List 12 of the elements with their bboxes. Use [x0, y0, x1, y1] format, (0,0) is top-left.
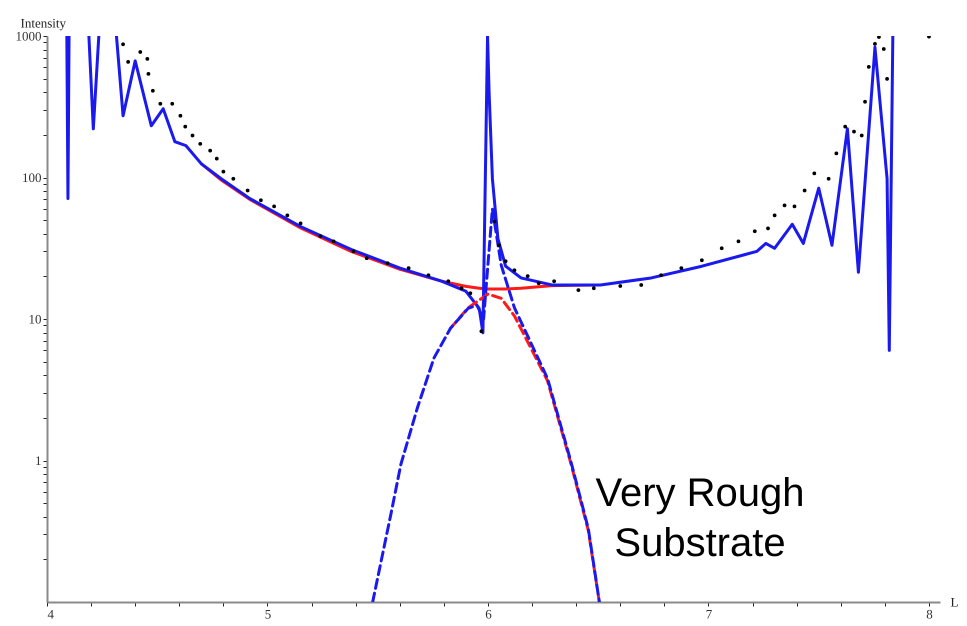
annotation: Very Rough Substrate	[595, 471, 805, 565]
y-tick-label: 100	[22, 170, 42, 185]
x-axis-title: L	[950, 594, 958, 610]
x-tick-label: 4	[48, 606, 54, 622]
y-tick-label: 1	[35, 453, 42, 468]
y-tick-label: 10	[28, 312, 42, 326]
y-axis-title: Intensity	[20, 16, 66, 30]
x-tick-label: 7	[706, 606, 713, 622]
x-tick-label: 6	[485, 606, 492, 622]
x-tick-label: 8	[926, 606, 933, 622]
y-tick-label: 1000	[16, 28, 42, 44]
x-tick-label: 5	[264, 606, 272, 622]
